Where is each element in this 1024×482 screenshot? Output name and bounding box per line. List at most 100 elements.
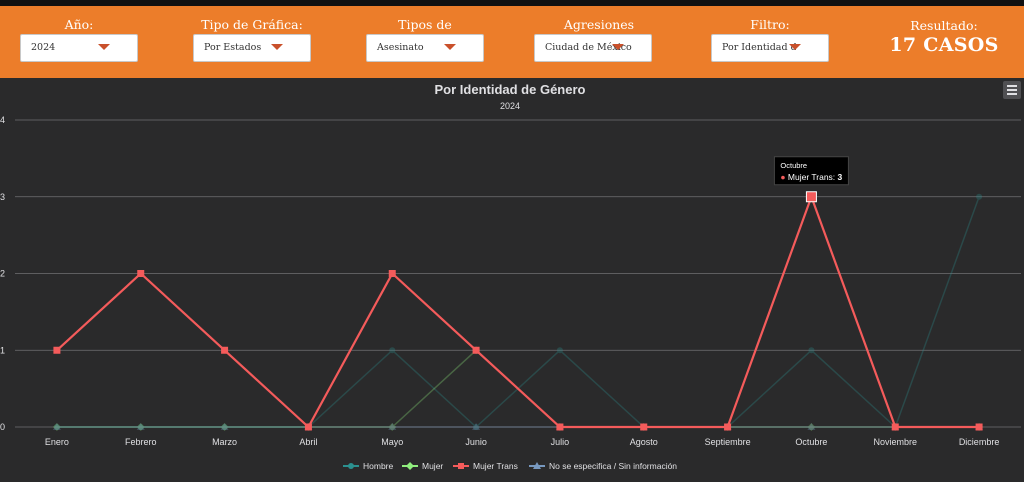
top-border xyxy=(0,0,1024,6)
x-tick-label: Diciembre xyxy=(959,437,1000,447)
filter-mode-label: Filtro: xyxy=(750,17,790,32)
tooltip-value: 3 xyxy=(838,172,843,182)
series-mujer-trans xyxy=(53,193,983,431)
legend-marker-icon xyxy=(348,463,354,469)
x-tick-label: Octubre xyxy=(795,437,827,447)
series-line xyxy=(56,196,980,429)
tooltip-header: Octubre xyxy=(780,161,807,170)
chart-tooltip: Octubre ● Mujer Trans: 3 xyxy=(773,156,849,186)
legend-item[interactable]: Hombre xyxy=(343,461,394,471)
data-point xyxy=(807,423,816,430)
x-tick-label: Agosto xyxy=(630,437,658,447)
y-tick-label: 0 xyxy=(0,422,5,432)
data-point xyxy=(221,346,229,354)
x-tick-label: Marzo xyxy=(212,437,237,447)
legend-item[interactable]: Mujer Trans xyxy=(453,461,518,471)
data-point xyxy=(556,423,564,431)
chevron-down-icon xyxy=(612,44,624,50)
filter-year-label: Año: xyxy=(64,17,94,32)
year-select[interactable]: 2024 xyxy=(20,34,138,62)
data-point xyxy=(472,423,481,430)
filter-mode-select[interactable]: Por Identidad de Género xyxy=(711,34,829,62)
data-point xyxy=(976,193,983,200)
data-point xyxy=(136,423,145,431)
incident-type-select-value: Asesinato xyxy=(377,42,424,53)
legend-item[interactable]: Mujer xyxy=(402,461,443,471)
legend-label: No se especifica / Sin información xyxy=(549,461,677,471)
tooltip-series-name: Mujer Trans xyxy=(788,172,833,182)
data-point xyxy=(807,423,816,431)
data-point xyxy=(388,270,396,277)
data-point xyxy=(136,423,145,430)
result-value: 17 CASOS xyxy=(889,34,999,56)
series-hombre xyxy=(53,193,983,430)
filter-mode-select-value: Por Identidad de Género xyxy=(722,42,796,53)
chart-subtitle: 2024 xyxy=(500,101,520,111)
y-tick-label: 1 xyxy=(0,345,5,355)
year-select-value: 2024 xyxy=(31,42,56,53)
y-tick-label: 2 xyxy=(0,269,5,279)
chevron-down-icon xyxy=(789,44,801,50)
data-point xyxy=(53,346,61,354)
x-tick-label: Noviembre xyxy=(873,437,917,447)
data-point xyxy=(221,424,228,430)
data-point xyxy=(137,270,145,277)
highlighted-point xyxy=(805,191,817,203)
data-point xyxy=(220,423,229,430)
x-tick-label: Julio xyxy=(551,437,570,447)
chevron-down-icon xyxy=(444,44,456,50)
y-tick-label: 4 xyxy=(0,115,5,125)
data-point xyxy=(220,423,229,431)
chart-type-select-value: Por Estados xyxy=(204,42,262,53)
data-point xyxy=(388,423,397,430)
x-tick-label: Febrero xyxy=(125,437,157,447)
chart-legend: Hombre Mujer Mujer Trans No se especifica /… xyxy=(343,461,677,471)
filter-chart-type-label: Tipo de Gráfica: xyxy=(201,17,303,32)
x-tick-label: Septiembre xyxy=(705,437,751,447)
data-point xyxy=(52,423,61,430)
chart-menu-button[interactable] xyxy=(1003,81,1021,99)
legend-item[interactable]: No se especifica / Sin información xyxy=(529,461,677,471)
data-point xyxy=(808,347,815,354)
data-point xyxy=(724,423,732,431)
hamburger-line xyxy=(1007,85,1017,87)
tooltip-separator: : xyxy=(833,172,838,182)
chevron-down-icon xyxy=(271,44,283,50)
chart-type-select[interactable]: Por Estados xyxy=(193,34,311,62)
data-point xyxy=(388,423,397,431)
legend-label: Mujer Trans xyxy=(473,461,518,471)
x-tick-label: Junio xyxy=(465,437,487,447)
reported-select-value: Ciudad de México xyxy=(545,42,632,53)
data-point xyxy=(52,423,61,431)
data-point xyxy=(53,424,60,430)
data-point xyxy=(389,347,396,354)
series-line xyxy=(56,193,980,429)
x-tick-label: Enero xyxy=(45,437,69,447)
chart-title: Por Identidad de Género xyxy=(435,82,586,97)
result-label: Resultado: xyxy=(910,18,978,33)
hamburger-line xyxy=(1007,89,1017,91)
x-tick-label: Abril xyxy=(299,437,317,447)
incident-type-select[interactable]: Asesinato xyxy=(366,34,484,62)
series-no-se-especifica-sin-informaci-n xyxy=(52,423,984,430)
data-point xyxy=(556,347,563,354)
chart-area: Por Identidad de Género 2024 0 1 2 3 4 Enero… xyxy=(0,78,1024,482)
chevron-down-icon xyxy=(98,44,110,50)
tooltip-box xyxy=(773,156,849,186)
x-tick-label: Mayo xyxy=(381,437,403,447)
hamburger-line xyxy=(1007,93,1017,95)
legend-marker-icon xyxy=(533,462,541,469)
data-point xyxy=(975,423,983,431)
legend-marker-icon xyxy=(406,462,414,470)
data-point xyxy=(473,424,480,430)
data-point xyxy=(137,424,144,430)
filter-bar: Año: 2024 Tipo de Gráfica: Por Estados T… xyxy=(0,6,1024,78)
data-point xyxy=(304,423,312,431)
legend-label: Hombre xyxy=(363,461,394,471)
data-point xyxy=(640,423,648,431)
reported-select[interactable]: Ciudad de México xyxy=(534,34,652,62)
legend-marker-icon xyxy=(458,463,464,469)
line-chart: Por Identidad de Género 2024 0 1 2 3 4 Enero… xyxy=(0,82,1021,471)
data-point xyxy=(472,346,480,354)
data-point xyxy=(891,423,899,431)
